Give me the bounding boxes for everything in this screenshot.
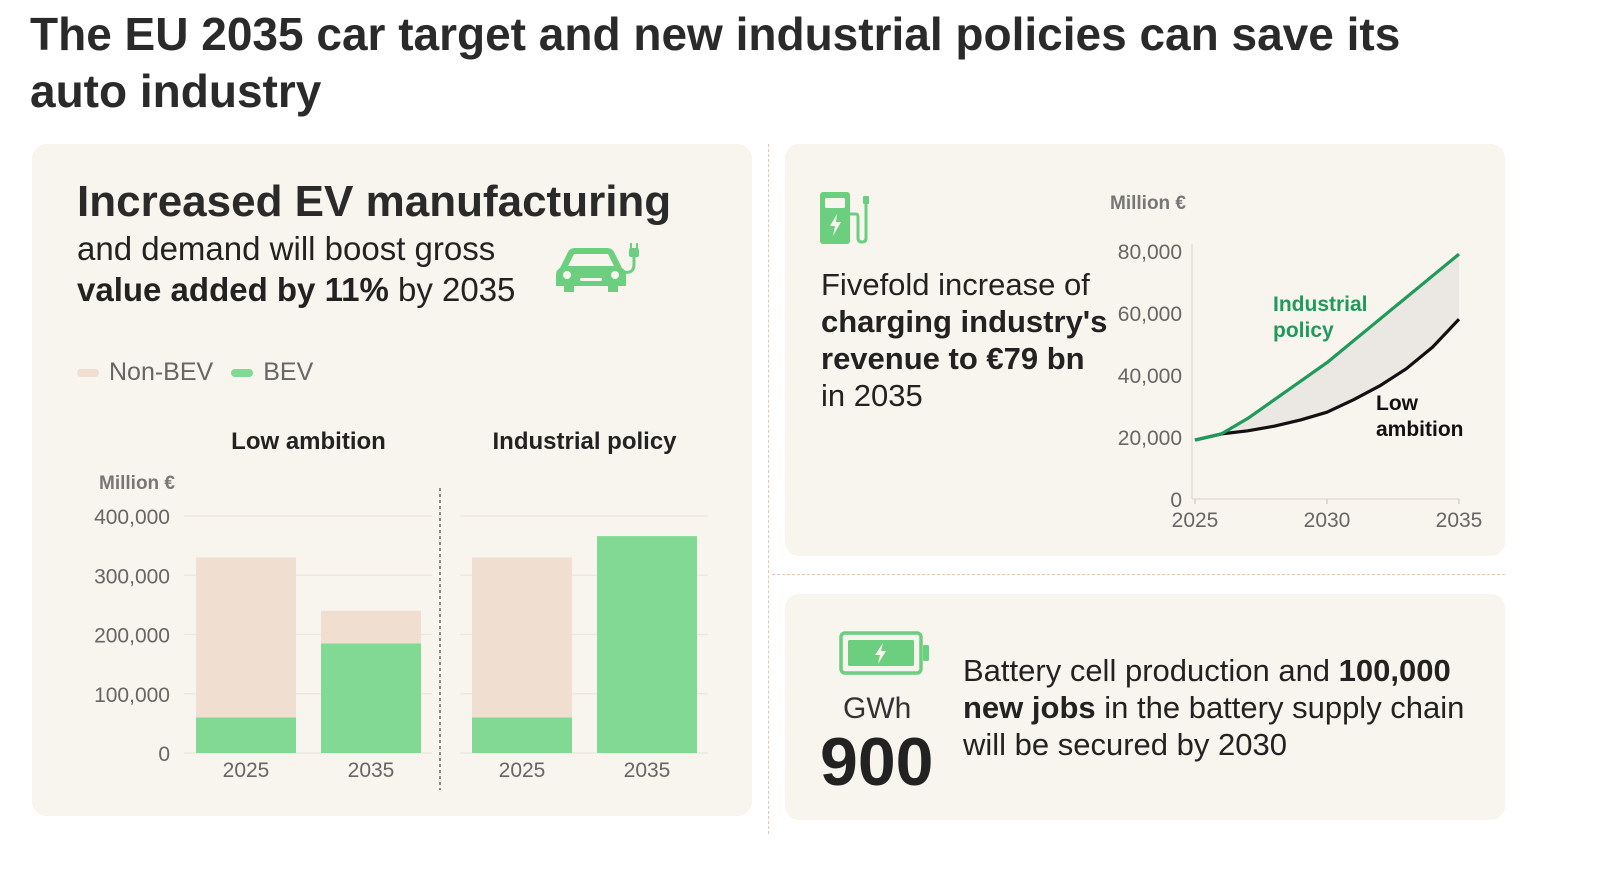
line-label-industrial-policy: policy [1273,319,1334,342]
bar-bev [472,717,572,753]
bar-bev [196,717,296,753]
line-label-low-ambition: Low [1376,392,1419,415]
gva-subtitle-pre: and demand will boost gross [77,230,496,267]
line-ytick-label: 40,000 [1118,365,1182,388]
bar-group-title: Low ambition [231,428,386,455]
main-title: The EU 2035 car target and new industria… [30,8,1401,117]
bar-xtick-label: 2025 [499,759,546,782]
bar-group-title: Industrial policy [492,428,677,455]
bar-non-bev [196,557,296,718]
line-series-low-ambition [1194,318,1461,442]
battery-icon [839,631,931,680]
charging-text-bold: charging industry's revenue to €79 bn [821,304,1108,376]
gwh-value: 900 [820,724,934,800]
battery-description: Battery cell production and 100,000 new … [963,652,1483,763]
battery-text-bold: 100,000 new jobs [963,653,1451,725]
bar-ylabel: Million € [99,473,175,494]
bar-non-bev [472,557,572,718]
line-xtick-label: 2035 [1436,509,1483,532]
horizontal-divider [772,574,1505,575]
legend-swatch-non-bev [77,368,99,377]
charging-text-post: in 2035 [821,378,923,413]
line-ytick-label: 80,000 [1118,241,1182,264]
line-ylabel: Million € [1110,193,1186,214]
gva-subtitle-bold: value added by 11% [77,271,389,308]
bar-xtick-label: 2035 [624,759,671,782]
battery-text-post: in the battery supply chain will be secu… [963,690,1465,762]
bar-legend: Non-BEV BEV [77,358,331,387]
bar-bev [597,536,697,753]
legend-swatch-bev [231,368,254,377]
electric-car-icon [554,242,642,303]
gva-heading: Increased EV manufacturing [77,177,672,226]
gva-bar-chart: Million € 0 100,000 200,000 300,000 400,000 Lo… [94,428,708,790]
line-xtick-label: 2030 [1304,509,1351,532]
charging-station-icon [818,190,870,251]
legend-item-non-bev: Non-BEV [77,358,213,387]
line-ytick-label: 60,000 [1118,303,1182,326]
bar-ytick-label: 200,000 [94,625,170,648]
gva-subtitle-post: by 2035 [388,271,516,308]
legend-item-bev: BEV [231,358,313,387]
bar-ytick-label: 400,000 [94,506,170,529]
gwh-unit: GWh [843,692,912,725]
line-shaded-area [1195,254,1459,441]
charging-text-pre: Fivefold increase of [821,267,1090,302]
charging-line-chart: Million € 0 20,000 40,000 60,000 80,000 2025 20… [1110,193,1483,532]
charging-description: Fivefold increase of charging industry's… [821,266,1111,414]
bar-non-bev [321,610,421,644]
line-xtick-label: 2025 [1172,509,1219,532]
bar-xtick-label: 2025 [223,759,270,782]
gva-subtitle: and demand will boost gross value added … [77,228,547,310]
legend-label-non-bev: Non-BEV [109,358,214,386]
battery-text-pre: Battery cell production and [963,653,1339,688]
bar-ytick-label: 300,000 [94,565,170,588]
bar-ytick-label: 0 [158,743,170,766]
line-ytick-label: 0 [1170,489,1182,512]
battery-panel: GWh 900 Battery cell production and 100,… [785,594,1505,820]
bar-xtick-label: 2035 [348,759,395,782]
line-series-industrial-policy [1194,252,1461,442]
bar-bev [321,643,421,753]
vertical-divider [768,144,769,834]
gva-panel: Increased EV manufacturing and demand wi… [32,144,752,816]
charging-panel: Fivefold increase of charging industry's… [785,144,1505,556]
legend-label-bev: BEV [263,358,314,386]
line-label-low-ambition: ambition [1376,418,1464,441]
line-ytick-label: 20,000 [1118,427,1182,450]
bar-ytick-label: 100,000 [94,684,170,707]
line-label-industrial-policy: Industrial [1273,293,1368,316]
